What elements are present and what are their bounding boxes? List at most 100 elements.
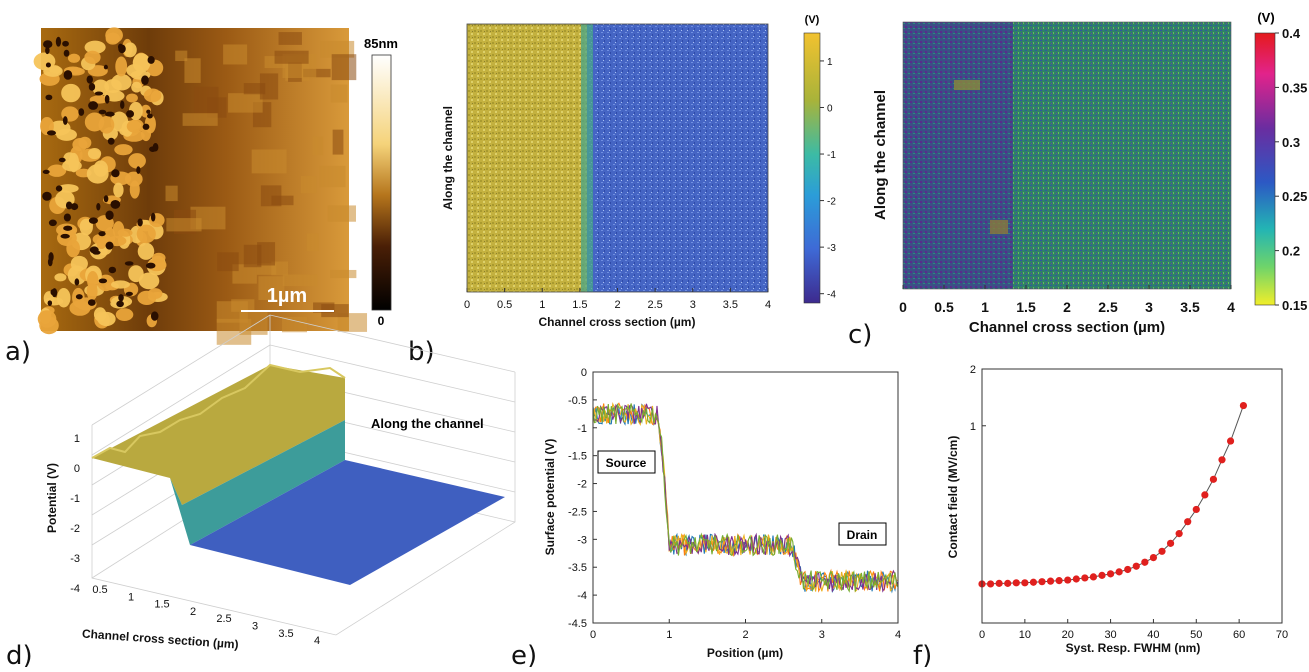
- f-data-point: [1106, 570, 1115, 578]
- afm-pore: [87, 299, 96, 306]
- afm-pore: [51, 288, 58, 298]
- afm-grain-large: [223, 44, 248, 65]
- afm-grain: [84, 112, 105, 132]
- afm-grain: [67, 265, 87, 285]
- e-y-tick-label: -3.5: [568, 562, 587, 574]
- d-surface-step: [170, 420, 345, 545]
- afm-grain-large: [282, 274, 318, 287]
- f-data-point: [1192, 505, 1200, 514]
- f-data-point: [1158, 547, 1166, 555]
- afm-pore: [108, 266, 117, 274]
- afm-pore: [65, 201, 73, 210]
- afm-grain-large: [251, 149, 287, 174]
- f-data-point: [1175, 530, 1183, 538]
- afm-pore: [120, 100, 125, 110]
- afm-grain: [68, 152, 80, 173]
- d-x-tick-label: 2: [190, 606, 196, 618]
- c-x-tick-label: 3: [1145, 299, 1153, 315]
- c-x-tick-label: 3.5: [1180, 299, 1200, 315]
- afm-pore: [152, 143, 159, 152]
- afm-grain-large: [306, 233, 319, 251]
- afm-pore: [58, 157, 66, 163]
- afm-grain-large: [194, 86, 219, 113]
- colorbar-c-tick-label: 0.2: [1282, 244, 1300, 259]
- e-series-line: [592, 403, 899, 594]
- afm-pore: [45, 62, 51, 68]
- kpfm-map-c-blob: [990, 220, 1008, 234]
- afm-grain-large: [228, 93, 263, 113]
- b-x-axis-label: Channel cross section (µm): [539, 315, 696, 329]
- f-data-point: [1072, 575, 1080, 583]
- afm-grain: [47, 164, 67, 177]
- afm-grain: [56, 128, 77, 141]
- afm-pore: [63, 49, 70, 57]
- afm-pore: [55, 36, 62, 47]
- colorbar-c-tick-label: 0.25: [1282, 189, 1307, 204]
- f-data-point: [1021, 579, 1029, 587]
- afm-grain: [84, 40, 106, 54]
- afm-pore: [150, 212, 156, 222]
- f-y-tick-label: 1: [970, 421, 976, 433]
- afm-grain: [128, 153, 146, 169]
- afm-pore: [42, 191, 52, 201]
- colorbar-c-ticks: 0.4 0.35 0.3 0.25 0.2 0.15: [1275, 26, 1307, 313]
- afm-grain: [86, 164, 109, 184]
- afm-pore: [48, 252, 54, 262]
- panel-letter-f: f): [913, 641, 932, 667]
- afm-pore: [147, 113, 153, 119]
- afm-pore: [111, 169, 120, 178]
- panel-letter-e: e): [511, 641, 537, 667]
- afm-grain-large: [327, 205, 356, 222]
- d-annotation-along-channel: Along the channel: [371, 416, 484, 431]
- e-y-tick-label: -0.5: [568, 395, 587, 407]
- f-y-axis-label: Contact field (MV/cm): [946, 436, 960, 559]
- afm-pore: [88, 217, 98, 224]
- f-data-point: [1218, 456, 1226, 464]
- afm-grain-large: [217, 252, 239, 272]
- afm-grain-large: [257, 242, 276, 266]
- plot-frame-f: [981, 368, 1283, 624]
- afm-grain-large: [278, 32, 302, 45]
- afm-grain-large: [281, 316, 308, 333]
- afm-grain-large: [258, 276, 285, 300]
- b-x-tick-label: 0.5: [497, 299, 512, 311]
- panel-letter-d: d): [6, 641, 33, 667]
- b-x-ticks: 0 0.5 1 1.5 2 2.5 3 3.5 4: [464, 288, 771, 311]
- e-y-tick-label: -4: [577, 590, 587, 602]
- afm-grain: [54, 273, 67, 282]
- d-surface-source-plateau: [92, 365, 345, 505]
- f-data-point: [1226, 437, 1235, 445]
- afm-pore: [105, 241, 114, 250]
- afm-pore: [104, 94, 110, 104]
- afm-grain-large: [330, 269, 357, 279]
- colorbar-b: [803, 32, 821, 304]
- afm-grain: [37, 310, 57, 328]
- afm-grain: [132, 53, 151, 73]
- d-z-tick-label: -3: [70, 553, 80, 565]
- d-y-axis-label: Potential (V): [45, 463, 59, 533]
- b-x-tick-label: 3.5: [723, 299, 738, 311]
- f-data-point: [1098, 571, 1106, 579]
- e-x-axis-label: Position (µm): [707, 646, 783, 660]
- panel-a: 1µm 85nm 0 a): [5, 27, 398, 367]
- f-data-point: [995, 579, 1003, 587]
- colorbar-c-tick-label: 0.15: [1282, 298, 1307, 313]
- c-x-ticks: 0 0.5 1 1.5 2 2.5 3 3.5 4: [899, 285, 1235, 315]
- f-data-point: [1012, 579, 1020, 587]
- afm-grain-large: [312, 136, 324, 156]
- kpfm-map-drain-region: [587, 24, 768, 292]
- e-x-tick-label: 4: [895, 629, 901, 641]
- e-axis-ticks: 0 1 2 3 4 0 -0.5 -1 -1.5 -2 -2.5 -3 -3.5 -4 -4.5: [568, 367, 901, 641]
- afm-grain: [57, 184, 79, 193]
- afm-grain-large: [243, 244, 262, 268]
- afm-grain-large: [300, 176, 317, 194]
- d-axis-ticks: 1 0 -1 -2 -3 -4 0.5 1 1.5 2 2.5 3 3.5 4: [70, 433, 320, 647]
- afm-grain: [61, 83, 81, 103]
- afm-pore: [146, 109, 151, 114]
- afm-grain: [126, 119, 141, 133]
- afm-grain-large: [184, 58, 201, 83]
- e-series-line: [592, 402, 899, 593]
- panel-c: 0 0.5 1 1.5 2 2.5 3 3.5 4 Channel cross section …: [848, 10, 1307, 350]
- f-data-point: [1141, 558, 1149, 566]
- afm-grain: [131, 81, 142, 93]
